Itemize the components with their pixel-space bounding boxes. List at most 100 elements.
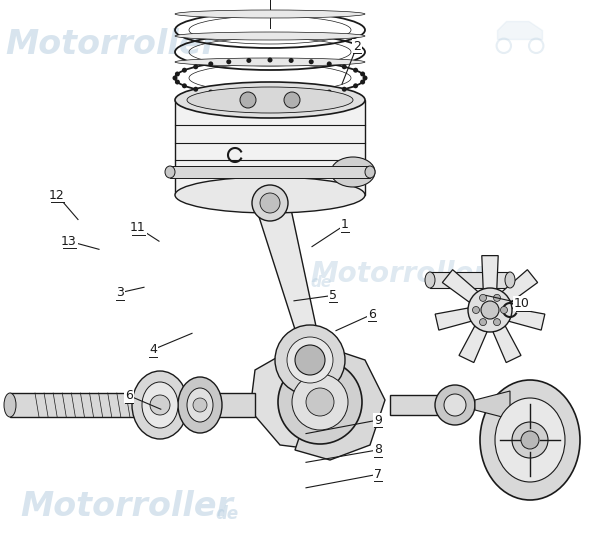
Polygon shape [295, 345, 385, 460]
Ellipse shape [512, 422, 548, 458]
Text: Motorroller: Motorroller [5, 28, 218, 61]
Text: Motorroller: Motorroller [20, 490, 233, 523]
Ellipse shape [479, 319, 487, 326]
Ellipse shape [479, 294, 487, 301]
Ellipse shape [187, 388, 213, 422]
Bar [390, 395, 470, 415]
Ellipse shape [175, 10, 365, 18]
Ellipse shape [275, 325, 345, 395]
Polygon shape [459, 326, 487, 363]
Ellipse shape [360, 80, 365, 85]
Ellipse shape [175, 80, 180, 85]
Polygon shape [493, 326, 521, 363]
Ellipse shape [182, 68, 187, 73]
Polygon shape [252, 195, 325, 360]
Ellipse shape [493, 294, 500, 301]
Ellipse shape [193, 398, 207, 412]
Ellipse shape [247, 93, 251, 98]
Text: 4: 4 [149, 343, 157, 356]
Ellipse shape [268, 57, 272, 62]
Ellipse shape [132, 371, 188, 439]
Ellipse shape [500, 306, 508, 313]
Ellipse shape [331, 157, 375, 187]
Polygon shape [497, 22, 542, 40]
Ellipse shape [278, 360, 362, 444]
Ellipse shape [287, 337, 333, 383]
Ellipse shape [360, 72, 365, 76]
Text: de: de [310, 275, 331, 290]
Text: 5: 5 [329, 289, 337, 302]
Bar [170, 166, 370, 178]
Ellipse shape [309, 92, 314, 96]
Ellipse shape [240, 92, 256, 108]
Ellipse shape [473, 306, 479, 313]
Ellipse shape [468, 288, 512, 332]
Polygon shape [435, 308, 471, 330]
Ellipse shape [353, 68, 358, 73]
Text: Motorroller: Motorroller [310, 260, 487, 288]
Ellipse shape [175, 72, 180, 76]
Ellipse shape [493, 319, 500, 326]
Ellipse shape [173, 75, 178, 81]
Ellipse shape [260, 193, 280, 213]
Ellipse shape [292, 374, 348, 430]
Ellipse shape [309, 59, 314, 64]
Ellipse shape [165, 166, 175, 178]
Ellipse shape [175, 58, 365, 66]
Ellipse shape [178, 377, 222, 433]
Text: 6: 6 [125, 389, 133, 402]
Bar [10, 393, 255, 417]
Ellipse shape [365, 166, 375, 178]
Ellipse shape [193, 64, 198, 69]
Polygon shape [250, 340, 360, 450]
Ellipse shape [327, 61, 332, 67]
Ellipse shape [284, 92, 300, 108]
Text: 3: 3 [116, 286, 124, 299]
Ellipse shape [208, 61, 213, 67]
Ellipse shape [226, 59, 231, 64]
Polygon shape [502, 270, 538, 302]
Polygon shape [442, 270, 478, 302]
Ellipse shape [150, 395, 170, 415]
Bar [175, 100, 365, 195]
Polygon shape [509, 308, 545, 330]
Ellipse shape [480, 380, 580, 500]
Ellipse shape [435, 385, 475, 425]
Polygon shape [482, 256, 498, 289]
Text: 10: 10 [514, 297, 530, 310]
Ellipse shape [226, 92, 231, 96]
Ellipse shape [300, 350, 320, 370]
Ellipse shape [289, 93, 293, 98]
Ellipse shape [481, 301, 499, 319]
Ellipse shape [187, 87, 353, 113]
Ellipse shape [4, 393, 16, 417]
Text: 7: 7 [374, 468, 382, 481]
Text: 12: 12 [49, 189, 65, 202]
Ellipse shape [353, 83, 358, 88]
Text: 9: 9 [374, 414, 382, 427]
Ellipse shape [208, 89, 213, 94]
Ellipse shape [362, 75, 367, 81]
Ellipse shape [444, 394, 466, 416]
Ellipse shape [342, 64, 347, 69]
Text: 13: 13 [61, 235, 77, 248]
Text: 11: 11 [130, 221, 146, 234]
Text: de: de [215, 505, 238, 523]
Ellipse shape [521, 431, 539, 449]
Ellipse shape [306, 388, 334, 416]
Ellipse shape [295, 345, 325, 375]
Ellipse shape [268, 94, 272, 99]
Ellipse shape [252, 185, 288, 221]
Ellipse shape [182, 83, 187, 88]
Text: 1: 1 [341, 218, 349, 231]
Ellipse shape [175, 82, 365, 118]
Ellipse shape [247, 58, 251, 63]
Polygon shape [475, 391, 510, 419]
Text: 2: 2 [353, 40, 361, 53]
Ellipse shape [425, 272, 435, 288]
Ellipse shape [175, 32, 365, 40]
Ellipse shape [327, 89, 332, 94]
Bar [430, 272, 510, 288]
Ellipse shape [175, 177, 365, 213]
Ellipse shape [342, 87, 347, 92]
